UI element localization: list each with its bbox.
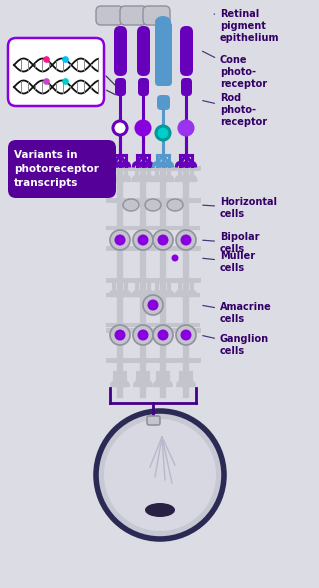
Circle shape [156, 126, 170, 140]
FancyBboxPatch shape [155, 22, 172, 86]
FancyBboxPatch shape [155, 20, 172, 82]
Circle shape [181, 235, 191, 246]
Ellipse shape [145, 503, 175, 517]
Text: Variants in
photoreceptor
transcripts: Variants in photoreceptor transcripts [14, 151, 99, 188]
Text: Retinal
pigment
epithelium: Retinal pigment epithelium [214, 9, 279, 44]
Circle shape [110, 325, 130, 345]
Text: Amacrine
cells: Amacrine cells [203, 302, 272, 324]
FancyBboxPatch shape [181, 78, 192, 96]
Circle shape [143, 295, 163, 315]
FancyBboxPatch shape [157, 95, 170, 110]
Ellipse shape [167, 199, 183, 211]
FancyBboxPatch shape [115, 78, 126, 96]
FancyBboxPatch shape [137, 26, 150, 76]
Circle shape [115, 329, 125, 340]
Circle shape [137, 235, 149, 246]
Text: Müller
cells: Müller cells [203, 251, 255, 273]
Circle shape [110, 230, 130, 250]
Circle shape [176, 230, 196, 250]
Circle shape [104, 419, 216, 531]
Ellipse shape [145, 199, 161, 211]
Circle shape [133, 230, 153, 250]
Circle shape [115, 235, 125, 246]
FancyBboxPatch shape [180, 26, 193, 76]
FancyBboxPatch shape [96, 6, 123, 25]
Circle shape [147, 299, 159, 310]
Circle shape [153, 230, 173, 250]
Text: Ganglion
cells: Ganglion cells [203, 334, 269, 356]
Circle shape [96, 411, 224, 539]
Text: Horizontal
cells: Horizontal cells [203, 197, 277, 219]
FancyBboxPatch shape [120, 6, 147, 25]
FancyBboxPatch shape [138, 78, 149, 96]
FancyBboxPatch shape [143, 6, 170, 25]
Text: Bipolar
cells: Bipolar cells [203, 232, 259, 254]
Text: Cone
photo-
receptor: Cone photo- receptor [203, 51, 267, 89]
FancyBboxPatch shape [8, 38, 104, 106]
FancyBboxPatch shape [114, 26, 127, 76]
FancyBboxPatch shape [8, 140, 116, 198]
Circle shape [172, 255, 179, 262]
Circle shape [179, 121, 193, 135]
Circle shape [153, 325, 173, 345]
Circle shape [136, 121, 150, 135]
Circle shape [158, 235, 168, 246]
FancyBboxPatch shape [147, 416, 160, 425]
Circle shape [113, 121, 127, 135]
Circle shape [137, 329, 149, 340]
Circle shape [158, 329, 168, 340]
Ellipse shape [123, 199, 139, 211]
Circle shape [181, 329, 191, 340]
Circle shape [176, 325, 196, 345]
Circle shape [133, 325, 153, 345]
Ellipse shape [155, 16, 171, 28]
Text: Rod
photo-
receptor: Rod photo- receptor [203, 92, 267, 128]
